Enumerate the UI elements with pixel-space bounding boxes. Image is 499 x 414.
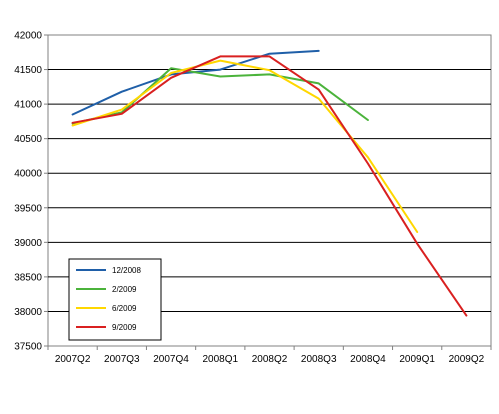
y-tick-label: 41500 <box>14 65 42 76</box>
y-tick-label: 38500 <box>14 272 42 283</box>
x-tick-label: 2007Q4 <box>153 354 189 365</box>
legend-label: 6/2009 <box>112 304 137 313</box>
series-line-3 <box>71 59 419 233</box>
y-tick-label: 39500 <box>14 203 42 214</box>
y-tick-label: 42000 <box>14 31 42 42</box>
legend-label: 12/2008 <box>112 266 141 275</box>
series-lines <box>71 49 468 317</box>
legend: 12/2008 2/2009 6/2009 9/2009 <box>68 258 162 341</box>
y-axis-ticks: 37500 38000 38500 39000 39500 40000 40500 41000… <box>14 31 48 353</box>
y-tick-label: 41000 <box>14 100 42 111</box>
y-tick-label: 40000 <box>14 169 42 180</box>
x-tick-label: 2008Q2 <box>252 354 288 365</box>
y-tick-label: 38000 <box>14 307 42 318</box>
series-line-4 <box>71 55 468 317</box>
legend-label: 9/2009 <box>112 323 137 332</box>
y-tick-label: 40500 <box>14 134 42 145</box>
x-tick-label: 2009Q2 <box>449 354 485 365</box>
x-tick-label: 2008Q3 <box>301 354 337 365</box>
y-tick-label: 39000 <box>14 238 42 249</box>
x-tick-label: 2007Q2 <box>55 354 91 365</box>
x-tick-label: 2009Q1 <box>399 354 435 365</box>
series-line-2 <box>71 67 369 125</box>
x-tick-label: 2008Q1 <box>202 354 238 365</box>
x-tick-label: 2008Q4 <box>350 354 386 365</box>
x-tick-label: 2007Q3 <box>104 354 140 365</box>
x-axis-ticks: 2007Q2 2007Q3 2007Q4 2008Q1 2008Q2 2008Q3 2008… <box>47 346 492 365</box>
legend-label: 2/2009 <box>112 285 137 294</box>
y-tick-label: 37500 <box>14 342 42 353</box>
